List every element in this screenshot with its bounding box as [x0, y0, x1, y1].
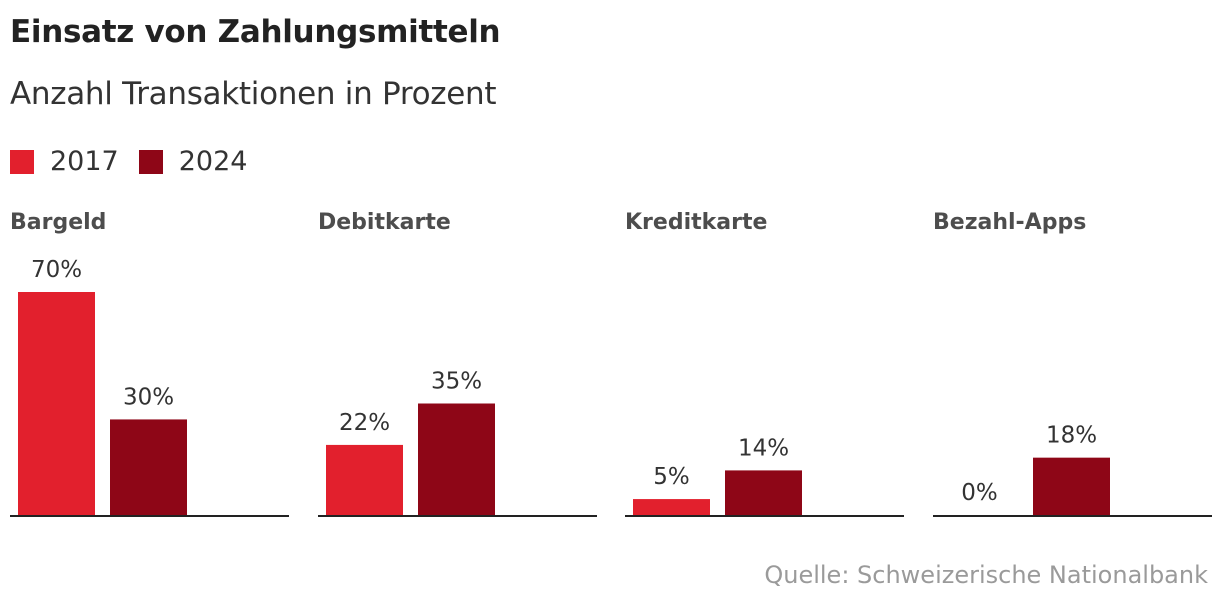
bar-bezahl-apps-2024	[1033, 457, 1110, 515]
value-label-debitkarte-2017: 22%	[339, 410, 390, 436]
legend-item-2024: 2024	[138, 146, 248, 177]
chart-title: Einsatz von Zahlungsmitteln	[10, 14, 501, 50]
value-label-kreditkarte-2017: 5%	[653, 464, 690, 490]
value-label-bezahl-apps-2017: 0%	[961, 480, 998, 506]
value-label-kreditkarte-2024: 14%	[738, 435, 789, 461]
panel-title-bargeld: Bargeld	[10, 210, 106, 235]
legend-label-2017: 2017	[50, 146, 119, 177]
legend-label-2024: 2024	[178, 146, 248, 177]
bar-kreditkarte-2024	[725, 470, 802, 515]
source-note: Quelle: Schweizerische Nationalbank	[764, 561, 1208, 589]
legend-swatch-2024	[138, 149, 163, 174]
panel-title-bezahl-apps: Bezahl-Apps	[933, 210, 1086, 235]
bar-bargeld-2017	[18, 292, 95, 515]
bar-bargeld-2024	[110, 419, 187, 515]
legend-swatch-2017	[10, 149, 34, 174]
chart-subtitle: Anzahl Transaktionen in Prozent	[10, 76, 497, 112]
legend: 2017 2024	[10, 146, 267, 177]
value-label-bargeld-2017: 70%	[31, 257, 82, 283]
bar-kreditkarte-2017	[633, 499, 710, 515]
bar-debitkarte-2024	[418, 403, 495, 515]
panel-title-kreditkarte: Kreditkarte	[625, 210, 767, 235]
value-label-debitkarte-2024: 35%	[431, 369, 482, 395]
value-label-bargeld-2024: 30%	[123, 384, 174, 410]
value-label-bezahl-apps-2024: 18%	[1046, 423, 1097, 449]
legend-item-2017: 2017	[10, 146, 119, 177]
panel-title-debitkarte: Debitkarte	[318, 210, 451, 235]
bar-debitkarte-2017	[326, 444, 403, 515]
